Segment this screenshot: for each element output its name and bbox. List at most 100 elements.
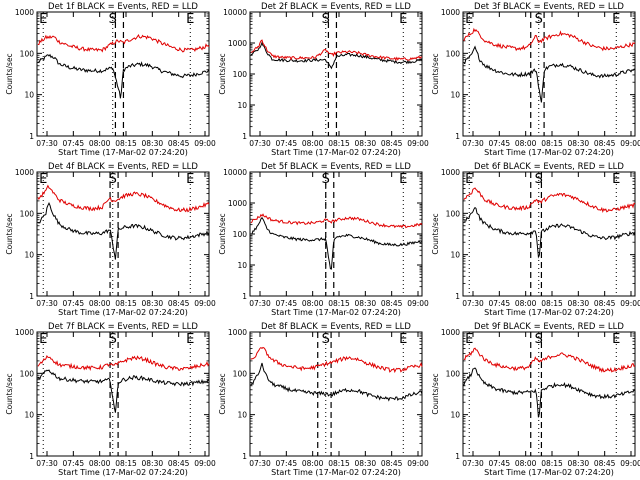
x-tick-label: 08:00: [302, 139, 324, 148]
series-events-line: [37, 369, 210, 413]
x-tick-label: 07:45: [276, 459, 298, 468]
y-tick-label: 1000: [228, 39, 247, 48]
det-panel-4: Det 4f BLACK = Events, RED = LLD 1 10 100 10…: [5, 162, 216, 317]
y-tick-label: 10: [237, 101, 247, 110]
series-events-line: [37, 202, 210, 260]
plot-frame: [36, 331, 210, 457]
marker-label: E: [465, 12, 473, 27]
series-lld-line: [37, 354, 210, 371]
x-tick-label: 08:45: [381, 459, 403, 468]
x-tick-label: 08:00: [302, 299, 324, 308]
series-events-line: [463, 206, 636, 259]
y-tick-label: 100: [446, 369, 461, 378]
x-tick-label: 07:30: [36, 459, 58, 468]
x-tick-label: 07:45: [63, 459, 85, 468]
x-tick-label: 08:45: [381, 139, 403, 148]
x-tick-label: 07:30: [462, 459, 484, 468]
y-tick-label: 10000: [223, 168, 247, 177]
marker-label: S: [322, 12, 330, 27]
det-panel-9: Det 9f BLACK = Events, RED = LLD 1 10 100 10…: [431, 322, 640, 477]
x-tick-label: 08:30: [142, 459, 164, 468]
series-events-line: [250, 216, 423, 270]
series-lld-line: [250, 346, 423, 374]
marker-label: S: [109, 172, 117, 187]
x-tick-label: 07:30: [462, 139, 484, 148]
x-axis-label: Start Time (17-Mar-02 07:24:20): [58, 468, 188, 477]
y-tick-label: 10: [450, 251, 460, 260]
y-tick-label: 10: [24, 91, 34, 100]
y-tick-label: 10: [24, 251, 34, 260]
y-tick-label: 1: [242, 132, 247, 141]
series-events-line: [463, 367, 636, 418]
y-axis-label: Counts/sec: [431, 53, 440, 94]
x-tick-label: 07:45: [276, 139, 298, 148]
det-panel-2: Det 2f BLACK = Events, RED = LLD 1 10 100 10…: [218, 2, 429, 157]
plot-title: Det 7f BLACK = Events, RED = LLD: [48, 322, 198, 332]
y-tick-label: 100: [233, 70, 248, 79]
series-lld-line: [250, 213, 423, 229]
x-tick-label: 08:15: [115, 299, 137, 308]
x-axis-label: Start Time (17-Mar-02 07:24:20): [484, 148, 614, 157]
y-tick-label: 10: [24, 411, 34, 420]
x-tick-label: 07:30: [249, 459, 271, 468]
x-axis-label: Start Time (17-Mar-02 07:24:20): [271, 308, 401, 317]
marker-label: E: [39, 172, 47, 187]
x-tick-label: 09:00: [407, 139, 429, 148]
plot-frame: [462, 171, 636, 297]
y-tick-label: 1: [29, 132, 34, 141]
x-tick-label: 08:15: [115, 139, 137, 148]
det-panel-3: Det 3f BLACK = Events, RED = LLD 1 10 100 10…: [431, 2, 640, 157]
marker-label: S: [322, 172, 330, 187]
x-axis-label: Start Time (17-Mar-02 07:24:20): [484, 468, 614, 477]
x-tick-label: 08:30: [568, 299, 590, 308]
x-tick-label: 08:15: [328, 139, 350, 148]
y-tick-label: 100: [446, 209, 461, 218]
series-events-line: [250, 362, 423, 402]
y-tick-label: 10: [450, 91, 460, 100]
x-tick-label: 08:45: [381, 299, 403, 308]
y-tick-label: 10000: [223, 8, 247, 17]
x-tick-label: 07:45: [276, 299, 298, 308]
x-tick-label: 07:30: [36, 139, 58, 148]
y-axis-label: Counts/sec: [5, 373, 14, 414]
y-tick-label: 10: [450, 411, 460, 420]
plot-frame: [249, 331, 423, 457]
x-tick-label: 07:30: [462, 299, 484, 308]
x-tick-label: 08:45: [594, 299, 616, 308]
plot-frame: [462, 11, 636, 137]
det-panel-6: Det 6f BLACK = Events, RED = LLD 1 10 100 10…: [431, 162, 640, 317]
y-tick-label: 1000: [228, 199, 247, 208]
marker-label: E: [186, 332, 194, 347]
plot-title: Det 3f BLACK = Events, RED = LLD: [474, 2, 624, 12]
x-tick-label: 08:15: [328, 459, 350, 468]
y-tick-label: 10: [237, 411, 247, 420]
y-tick-label: 100: [446, 49, 461, 58]
y-tick-label: 100: [233, 369, 248, 378]
y-tick-label: 1000: [441, 8, 460, 17]
x-tick-label: 07:45: [63, 139, 85, 148]
x-tick-label: 07:45: [489, 139, 511, 148]
marker-label: E: [612, 332, 620, 347]
series-events-line: [37, 53, 210, 99]
x-tick-label: 08:15: [541, 459, 563, 468]
x-tick-label: 08:45: [168, 139, 190, 148]
y-tick-label: 1: [455, 132, 460, 141]
y-tick-label: 1000: [441, 328, 460, 337]
x-tick-label: 08:15: [541, 299, 563, 308]
y-axis-label: Counts/sec: [5, 53, 14, 94]
plot-title: Det 6f BLACK = Events, RED = LLD: [474, 162, 624, 172]
series-lld-line: [463, 27, 636, 52]
y-axis-label: Counts/sec: [218, 53, 227, 94]
x-tick-label: 09:00: [620, 299, 640, 308]
x-tick-label: 09:00: [407, 459, 429, 468]
x-tick-label: 08:00: [89, 139, 111, 148]
x-tick-label: 07:30: [249, 299, 271, 308]
y-tick-label: 100: [20, 49, 35, 58]
x-tick-label: 09:00: [620, 139, 640, 148]
x-tick-label: 08:00: [302, 459, 324, 468]
y-axis-label: Counts/sec: [431, 373, 440, 414]
x-tick-label: 09:00: [407, 299, 429, 308]
x-tick-label: 08:45: [594, 139, 616, 148]
x-tick-label: 08:30: [355, 459, 377, 468]
